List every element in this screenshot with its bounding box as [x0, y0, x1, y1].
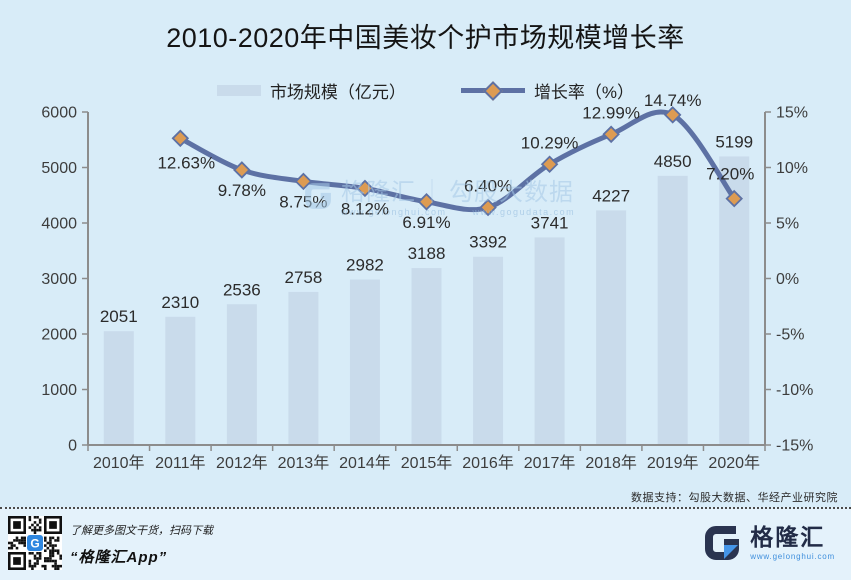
gelonghui-url: www.gelonghui.com [750, 551, 835, 561]
svg-text:2982: 2982 [346, 255, 384, 274]
svg-text:2020年: 2020年 [708, 454, 760, 472]
svg-text:2051: 2051 [100, 307, 138, 326]
svg-text:6.91%: 6.91% [402, 213, 450, 232]
legend-label-market-size: 市场规模（亿元） [269, 83, 406, 102]
legend-item-market-size: 市场规模（亿元） [216, 78, 406, 103]
svg-text:2013年: 2013年 [278, 454, 330, 472]
svg-text:3392: 3392 [469, 233, 507, 252]
svg-text:12.99%: 12.99% [582, 103, 640, 122]
svg-text:2536: 2536 [223, 280, 261, 299]
svg-text:5%: 5% [776, 216, 799, 233]
footer-captions: 了解更多图文干货，扫码下载 “格隆汇App” [70, 522, 213, 567]
svg-text:5000: 5000 [41, 160, 77, 177]
chart-legend: 市场规模（亿元） 增长率（%） [0, 78, 851, 103]
combo-chart: 2051 2310 2536 2758 2982 3188 3392 3741 4227 4850… [41, 91, 813, 472]
svg-text:3000: 3000 [41, 271, 77, 288]
qr-code: G [8, 516, 62, 570]
svg-text:3188: 3188 [408, 244, 446, 263]
svg-text:-10%: -10% [776, 382, 813, 399]
svg-text:9.78%: 9.78% [218, 181, 266, 200]
svg-text:7.20%: 7.20% [706, 165, 754, 184]
svg-text:2000: 2000 [41, 327, 77, 344]
svg-text:-5%: -5% [776, 327, 804, 344]
svg-text:2019年: 2019年 [647, 454, 699, 472]
line-series-swatch [460, 80, 525, 101]
gelonghui-logo: 格隆汇 www.gelonghui.com [702, 523, 835, 563]
footer-app-name: “格隆汇App” [70, 549, 168, 566]
svg-text:8.12%: 8.12% [341, 199, 389, 218]
svg-text:2310: 2310 [161, 293, 199, 312]
bar-series-swatch [216, 85, 261, 96]
svg-text:15%: 15% [776, 105, 808, 122]
svg-text:0: 0 [68, 438, 77, 455]
svg-text:2011年: 2011年 [155, 454, 205, 472]
data-source-note: 数据支持：勾股大数据、华经产业研究院 [631, 492, 838, 504]
svg-text:4850: 4850 [654, 152, 692, 171]
svg-text:5199: 5199 [715, 132, 753, 151]
svg-text:6000: 6000 [41, 105, 77, 122]
svg-text:2758: 2758 [284, 268, 322, 287]
svg-text:G: G [30, 537, 39, 551]
svg-text:10%: 10% [776, 160, 808, 177]
svg-text:8.75%: 8.75% [279, 192, 327, 211]
svg-text:2015年: 2015年 [401, 454, 453, 472]
svg-text:10.29%: 10.29% [521, 133, 579, 152]
legend-label-growth-rate: 增长率（%） [533, 83, 635, 102]
footer-caption: 了解更多图文干货，扫码下载 [70, 525, 213, 537]
gelonghui-logo-icon [705, 526, 740, 560]
svg-text:4000: 4000 [41, 216, 77, 233]
svg-text:12.63%: 12.63% [157, 153, 215, 172]
svg-text:2016年: 2016年 [462, 454, 514, 472]
svg-text:2010年: 2010年 [93, 454, 145, 472]
svg-text:2017年: 2017年 [524, 454, 576, 472]
gelonghui-logo-text: 格隆汇 [750, 523, 826, 550]
svg-text:3741: 3741 [531, 213, 569, 232]
svg-text:2012年: 2012年 [216, 454, 268, 472]
svg-text:2018年: 2018年 [585, 454, 637, 472]
footer-bar: G 了解更多图文干货，扫码下载 “格隆汇App” 格隆汇 www.gelongh… [0, 507, 851, 580]
legend-item-growth-rate: 增长率（%） [460, 78, 635, 103]
svg-text:1000: 1000 [41, 382, 77, 399]
chart-title: 2010-2020年中国美妆个护市场规模增长率 [166, 23, 685, 53]
svg-text:0%: 0% [776, 271, 799, 288]
svg-text:14.74%: 14.74% [644, 91, 702, 110]
svg-text:2014年: 2014年 [339, 454, 391, 472]
svg-text:4227: 4227 [592, 186, 630, 205]
svg-text:6.40%: 6.40% [464, 176, 512, 195]
svg-text:-15%: -15% [776, 438, 813, 455]
